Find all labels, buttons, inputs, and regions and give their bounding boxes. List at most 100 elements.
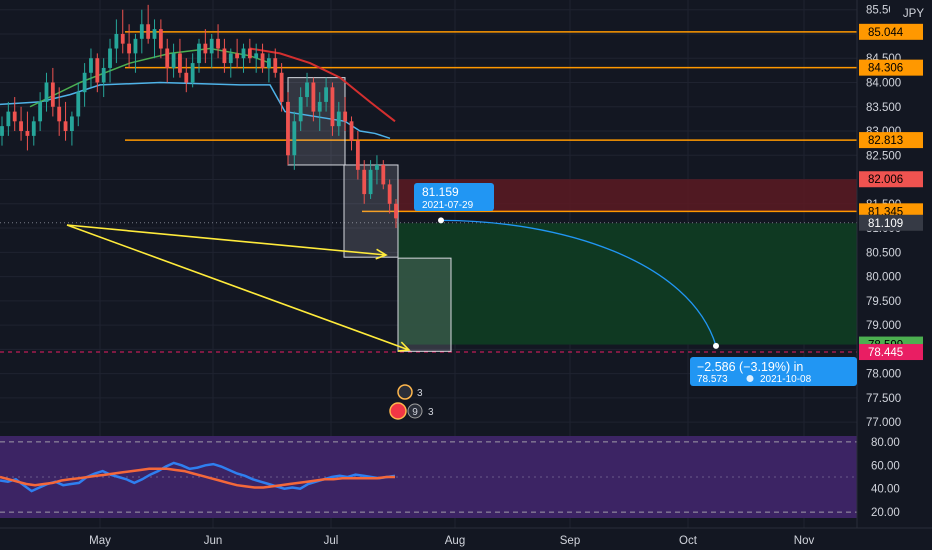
- candle-body-30: [190, 63, 195, 83]
- candle-body-41: [260, 53, 265, 68]
- rsi-background: [0, 436, 857, 518]
- rsi-tick-3: 20.00: [871, 507, 900, 519]
- time-label-0: May: [89, 535, 111, 547]
- candle-body-25: [158, 29, 163, 49]
- time-label-2: Jul: [324, 535, 339, 547]
- rsi-series-0: [0, 461, 396, 493]
- end-tooltip-bg: [690, 357, 857, 386]
- rsi-tick-0: 80.00: [871, 437, 900, 449]
- candle-body-52: [330, 87, 335, 127]
- candle-body-56: [355, 140, 360, 170]
- price-badge-bg-5: [859, 214, 923, 231]
- candle-body-59: [375, 164, 379, 170]
- candles: [0, 4, 398, 229]
- candle-body-24: [152, 29, 157, 39]
- price-badge-bg-7: [859, 344, 923, 361]
- arrow-lower-head: [397, 341, 411, 352]
- price-tick-4: 83.500: [866, 102, 901, 114]
- time-label-3: Aug: [445, 535, 465, 547]
- candle-body-53: [336, 111, 341, 127]
- candle-body-58: [368, 169, 373, 195]
- candle-body-6: [38, 101, 43, 122]
- candle-body-3: [19, 121, 23, 132]
- cyan-line: [0, 81, 391, 140]
- candle-body-1: [6, 111, 11, 127]
- event-icon-1: [389, 402, 407, 420]
- candle-body-12: [76, 92, 81, 117]
- price-tick-11: 80.000: [866, 272, 901, 284]
- candle-body-26: [165, 48, 170, 68]
- annotations: 39 3: [66, 217, 719, 420]
- price-tick-16: 77.500: [866, 393, 901, 405]
- price-tick-15: 78.000: [866, 369, 901, 381]
- candle-body-14: [89, 58, 93, 73]
- rsi-lines: [0, 461, 396, 493]
- horizontal-levels[interactable]: [0, 31, 857, 353]
- price-badge-bg-0: [859, 23, 923, 40]
- candle-body-17: [108, 48, 112, 68]
- candle-body-40: [254, 53, 259, 59]
- candle-body-10: [63, 121, 68, 132]
- price-badge-7: 78.445: [868, 347, 903, 359]
- price-badge-5: 81.109: [868, 218, 903, 230]
- clock-icon: [746, 375, 754, 382]
- arrow-lower: [66, 224, 410, 351]
- candle-body-5: [31, 121, 36, 136]
- candle-body-18: [114, 33, 119, 49]
- candle-body-36: [228, 53, 233, 64]
- candle-body-8: [50, 82, 55, 107]
- event-count-2: 3: [428, 407, 434, 418]
- candle-body-19: [120, 33, 125, 44]
- end-tooltip-change: −2.586 (−3.19%) in: [697, 360, 803, 374]
- candle-body-60: [381, 164, 386, 185]
- end-tooltip-price: 78.573: [697, 374, 728, 385]
- candle-body-20: [127, 43, 132, 54]
- price-tick-10: 80.500: [866, 247, 901, 259]
- measure-box-2: [397, 257, 452, 352]
- price-tick-12: 79.500: [866, 296, 901, 308]
- candle-body-31: [197, 43, 201, 64]
- candle-body-51: [324, 87, 329, 102]
- start-tooltip-date: 2021-07-29: [422, 200, 474, 211]
- candle-body-7: [44, 82, 49, 102]
- price-axis[interactable]: 85.50085.00084.50084.00083.50083.00082.5…: [856, 0, 932, 550]
- time-label-4: Sep: [560, 535, 580, 547]
- time-label-6: Nov: [794, 535, 815, 547]
- candle-body-28: [178, 53, 182, 73]
- candle-body-34: [216, 38, 220, 49]
- candle-body-49: [311, 82, 316, 112]
- candle-body-38: [241, 48, 246, 59]
- rsi-tick-2: 40.00: [871, 484, 900, 496]
- take-profit-zone: [398, 223, 857, 345]
- candle-body-16: [101, 67, 106, 83]
- currency-text: JPY: [903, 8, 924, 20]
- event-icon-0: [397, 384, 413, 400]
- candle-body-50: [317, 101, 322, 112]
- candle-body-45: [286, 101, 290, 156]
- candle-body-44: [279, 72, 284, 102]
- measure-box-0: [287, 77, 346, 166]
- rsi-tick-1: 60.00: [871, 460, 900, 472]
- candle-body-11: [69, 116, 74, 132]
- time-axis[interactable]: May Jun Jul Aug Sep Oct Nov: [0, 527, 932, 550]
- candle-body-37: [235, 53, 240, 59]
- price-badge-1: 84.306: [868, 63, 903, 75]
- candle-body-48: [305, 82, 309, 98]
- candle-body-47: [298, 97, 303, 122]
- candle-body-33: [209, 38, 214, 54]
- price-badge-bg-3: [859, 171, 923, 188]
- price-tick-6: 82.500: [866, 150, 901, 162]
- candle-body-15: [95, 58, 100, 83]
- candle-body-13: [82, 72, 87, 93]
- projection-start-point: [438, 217, 444, 224]
- event-icon-2: [407, 403, 423, 419]
- currency-label: JPY: [890, 5, 926, 21]
- start-tooltip-price: 81.159: [422, 185, 459, 199]
- axis-background: [857, 0, 932, 550]
- price-tick-3: 84.000: [866, 77, 901, 89]
- candle-body-35: [222, 48, 227, 64]
- candle-body-42: [266, 58, 271, 68]
- price-badge-2: 82.813: [868, 135, 903, 147]
